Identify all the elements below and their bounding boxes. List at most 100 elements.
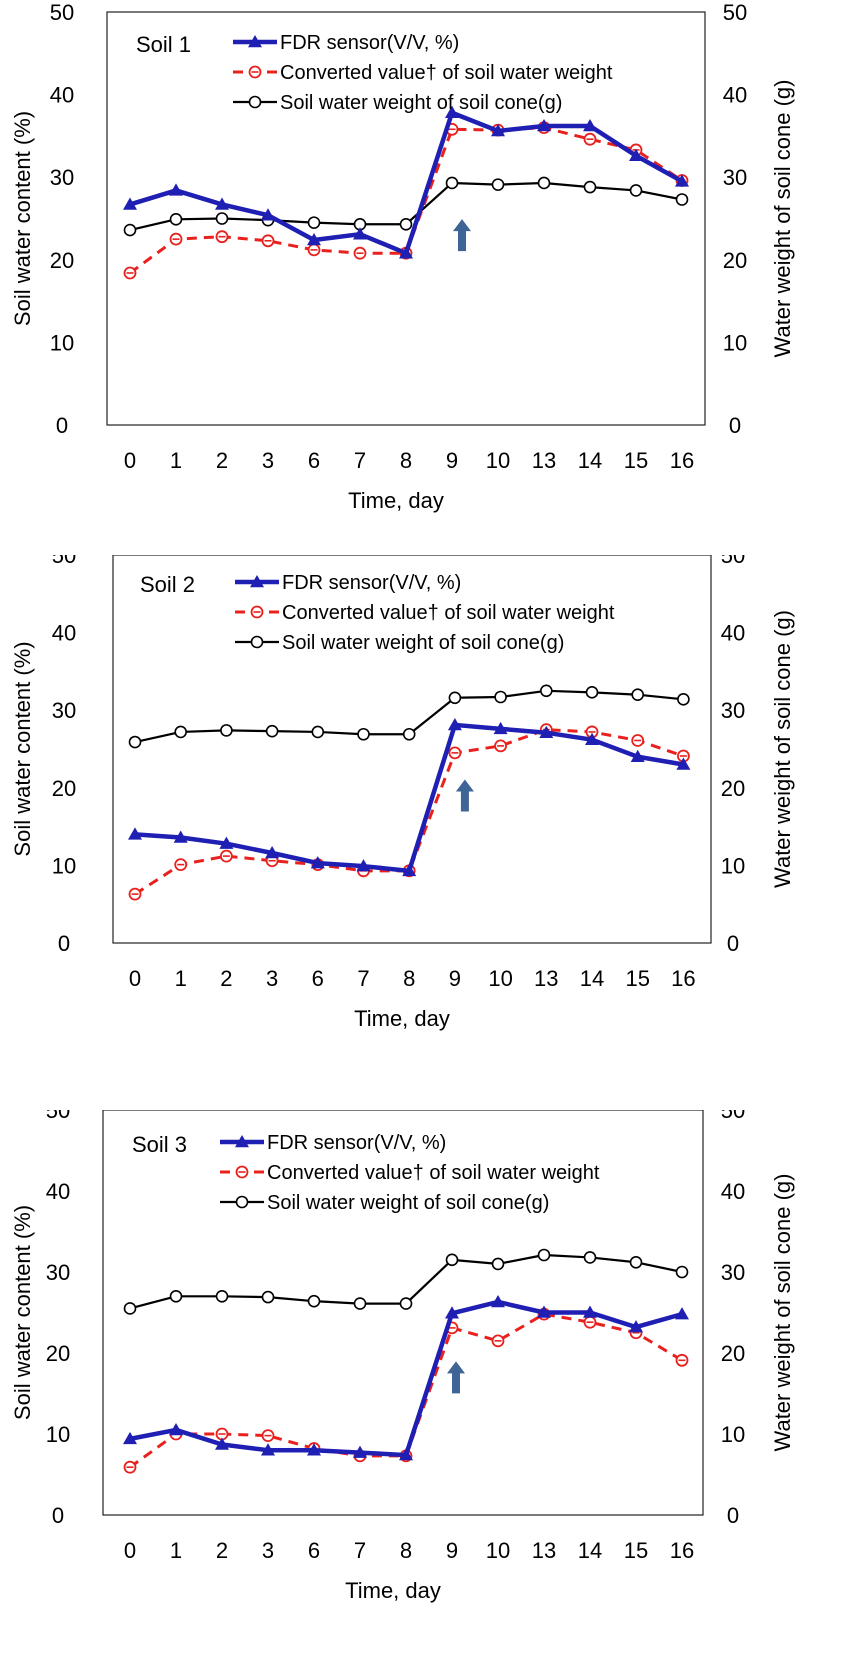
x-axis-tick-label: 2 <box>220 966 232 991</box>
series-2-point <box>128 887 142 901</box>
x-axis-tick-label: 8 <box>400 1538 412 1563</box>
x-axis-tick-label: 3 <box>266 966 278 991</box>
left-axis-title: Soil water content (%) <box>10 641 35 856</box>
right-axis-tick-label: 50 <box>723 0 747 25</box>
x-axis-tick-label: 8 <box>400 448 412 473</box>
series-1-point <box>123 197 137 210</box>
series-2-point <box>174 858 188 872</box>
series-1-point <box>307 1443 321 1456</box>
series-1-point <box>169 1422 183 1436</box>
legend-marker-1 <box>235 1135 249 1148</box>
right-axis-tick-label: 40 <box>721 621 745 646</box>
chart-title: Soil 3 <box>132 1132 187 1157</box>
chart-title: Soil 1 <box>136 32 191 57</box>
plot-area <box>106 11 706 426</box>
x-axis-tick-label: 1 <box>175 966 187 991</box>
series-line-1 <box>129 110 684 256</box>
chart-panel-soil-2: 0 10 20 30 40 50 0 10 20 30 40 50 0 1 2 3 6 7 8 9 10 13 14 15 16… <box>0 555 859 1105</box>
series-2-point <box>123 266 137 280</box>
series-3-point <box>128 735 142 749</box>
x-axis-tick-label: 7 <box>354 448 366 473</box>
x-axis-tick-label: 13 <box>534 966 558 991</box>
series-1-point <box>356 859 371 872</box>
left-axis-tick-label: 50 <box>46 1110 70 1123</box>
series-3-point <box>169 1290 183 1303</box>
right-axis-tick-label: 50 <box>721 555 745 568</box>
series-1-point <box>402 863 417 877</box>
series-3-point <box>583 180 597 194</box>
series-3-point <box>169 213 183 226</box>
series-2-point <box>123 1460 137 1474</box>
right-axis-tick-label: 10 <box>721 853 745 878</box>
series-2-point <box>353 246 367 260</box>
series-3-point <box>215 1290 229 1303</box>
legend-marker-1 <box>250 575 264 588</box>
legend-marker-3 <box>235 1195 249 1209</box>
series-1-point <box>123 1431 137 1445</box>
x-axis-tick-label: 16 <box>670 448 694 473</box>
x-axis-tick-label: 9 <box>446 448 458 473</box>
left-axis-tick-label: 20 <box>46 1341 70 1366</box>
x-axis-title: Time, day <box>348 488 444 513</box>
series-1-point <box>447 717 462 731</box>
series-2-point <box>215 230 229 244</box>
right-axis-title: Water weight of soil cone (g) <box>770 1174 795 1452</box>
series-3-point <box>448 691 462 705</box>
left-axis-tick-label: 40 <box>46 1179 70 1204</box>
series-1-point <box>493 721 508 735</box>
series-1-point <box>353 227 367 240</box>
legend-marker-2 <box>248 65 262 79</box>
series-1-point <box>675 174 689 187</box>
series-3-point <box>491 178 505 191</box>
series-1-point <box>215 1437 229 1450</box>
series-2-point <box>631 734 645 747</box>
x-axis-tick-label: 14 <box>580 966 604 991</box>
series-3-point <box>123 223 137 237</box>
legend-marker-3 <box>248 95 262 109</box>
series-3-point <box>123 1302 137 1315</box>
series-2-point <box>583 132 597 146</box>
series-3-point <box>677 693 690 706</box>
legend-label-3: Soil water weight of soil cone(g) <box>267 1192 549 1214</box>
annotation-arrow <box>453 219 471 252</box>
left-axis-title: Soil water content (%) <box>10 111 35 326</box>
left-axis-tick-label: 20 <box>50 248 74 273</box>
series-1-point <box>261 208 275 221</box>
series-3-point <box>307 1294 321 1308</box>
right-axis-tick-label: 0 <box>727 1503 739 1528</box>
series-2-point <box>494 739 508 753</box>
chart-soil-3: 0 10 20 30 40 50 0 10 20 30 40 50 0 1 2 3 6 7 8 9 10 13 14 15 16… <box>10 1110 795 1603</box>
legend-label-1: FDR sensor(V/V, %) <box>267 1132 446 1154</box>
right-axis-title: Water weight of soil cone (g) <box>770 610 795 888</box>
series-1-point <box>399 1448 413 1461</box>
legend-label-2: Converted value† of soil water weight <box>267 1162 600 1184</box>
right-axis-title: Water weight of soil cone (g) <box>770 80 795 358</box>
series-1-point <box>399 246 413 259</box>
legend-marker-2 <box>235 1165 249 1179</box>
left-axis-tick-label: 0 <box>56 413 68 438</box>
series-3-point <box>357 727 370 741</box>
legend-label-1: FDR sensor(V/V, %) <box>282 572 461 594</box>
series-1-point <box>537 118 551 132</box>
series-2-point <box>261 1429 275 1443</box>
series-1-point <box>215 197 229 210</box>
x-axis-tick-label: 10 <box>488 966 512 991</box>
x-axis-tick-label: 0 <box>129 966 141 991</box>
right-axis-tick-label: 0 <box>727 931 739 956</box>
legend-label-2: Converted value† of soil water weight <box>280 62 613 84</box>
series-3-point <box>631 688 645 701</box>
series-1-point <box>583 1305 597 1318</box>
series-1-point <box>583 118 597 132</box>
series-1-point <box>261 1443 275 1456</box>
series-1-point <box>445 1306 459 1319</box>
x-axis-tick-label: 6 <box>308 1538 320 1563</box>
series-3-point <box>537 1248 551 1262</box>
chart-soil-1: 0 10 20 30 40 50 0 10 20 30 40 50 0 1 2 3 6 7 8 9 10 13 14 15 16… <box>10 0 795 513</box>
series-1-point <box>307 232 321 246</box>
x-axis-tick-label: 8 <box>403 966 415 991</box>
chart-soil-2: 0 10 20 30 40 50 0 10 20 30 40 50 0 1 2 3 6 7 8 9 10 13 14 15 16… <box>10 555 795 1031</box>
series-3-point <box>494 690 507 704</box>
left-axis-tick-label: 10 <box>52 853 76 878</box>
series-3-point <box>399 1297 413 1310</box>
series-3-point <box>215 212 229 225</box>
